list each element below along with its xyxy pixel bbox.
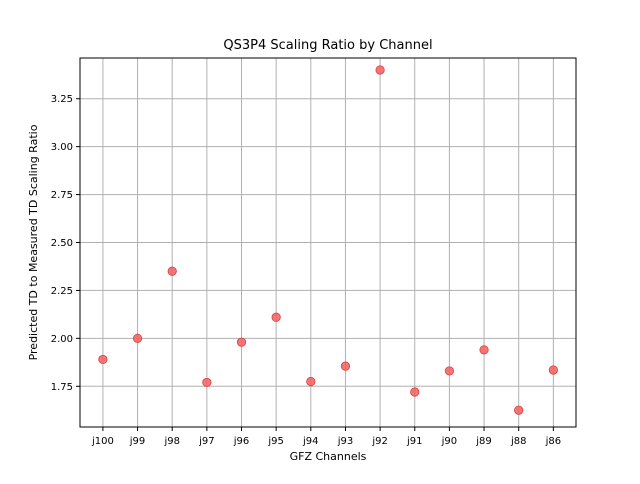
data-point-j100	[98, 354, 108, 365]
data-point-j99	[132, 333, 143, 343]
data-point-j97	[202, 377, 212, 388]
data-point-j91	[410, 387, 420, 397]
y-tick-label: 2.75	[51, 190, 73, 201]
x-tick-label: j89	[475, 436, 492, 447]
x-tick-label: j94	[302, 436, 319, 447]
data-point-j86	[548, 365, 558, 375]
data-point-j94	[306, 376, 316, 387]
data-point-j98	[167, 266, 177, 276]
data-point-j93	[340, 361, 351, 371]
data-point-j90	[444, 366, 454, 376]
y-axis-label: Predicted TD to Measured TD Scaling Rati…	[27, 124, 40, 360]
x-tick-label: j96	[233, 436, 250, 447]
x-tick-label: j100	[91, 436, 114, 447]
y-tick-label: 3.25	[51, 94, 73, 105]
data-point-j89	[479, 345, 489, 355]
y-tick-label: 2.50	[51, 238, 73, 249]
chart-title: QS3P4 Scaling Ratio by Channel	[223, 38, 432, 53]
x-tick-label: j90	[441, 436, 458, 447]
data-point-j95	[271, 312, 281, 322]
x-tick-label: j97	[198, 436, 215, 447]
x-tick-label: j86	[545, 436, 562, 447]
x-tick-label: j91	[406, 436, 423, 447]
y-tick-label: 3.00	[51, 142, 73, 153]
x-tick-label: j92	[371, 436, 388, 447]
x-tick-label: j88	[510, 436, 527, 447]
x-tick-label: j98	[163, 436, 180, 447]
data-point-j88	[514, 405, 524, 415]
y-tick-label: 2.00	[51, 334, 73, 345]
data-point-j92	[375, 65, 385, 75]
x-axis-label: GFZ Channels	[290, 450, 367, 463]
x-tick-label: j93	[337, 436, 354, 447]
data-points	[98, 65, 558, 415]
y-tick-label: 2.25	[51, 286, 73, 297]
y-tick-label: 1.75	[51, 382, 73, 393]
x-axis-ticks: j100 j99 j98 j97 j96 j95 j94 j93 j92 j91 j90 j89 j88…	[91, 427, 561, 447]
x-tick-label: j95	[267, 436, 284, 447]
x-tick-label: j99	[129, 436, 146, 447]
grid-lines	[80, 58, 576, 427]
y-axis-ticks: 1.75 2.00 2.25 2.50 2.75 3.00 3.25	[51, 94, 80, 393]
data-point-j96	[236, 337, 247, 347]
